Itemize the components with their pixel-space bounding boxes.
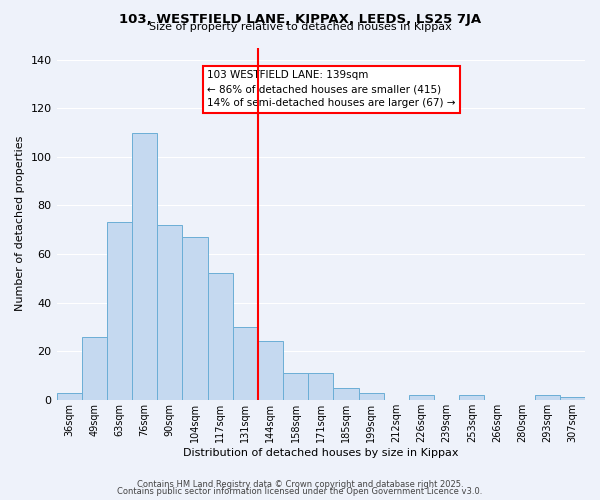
Y-axis label: Number of detached properties: Number of detached properties [15, 136, 25, 312]
Text: Contains HM Land Registry data © Crown copyright and database right 2025.: Contains HM Land Registry data © Crown c… [137, 480, 463, 489]
Text: 103 WESTFIELD LANE: 139sqm
← 86% of detached houses are smaller (415)
14% of sem: 103 WESTFIELD LANE: 139sqm ← 86% of deta… [207, 70, 455, 108]
Bar [334, 388, 359, 400]
Text: 103, WESTFIELD LANE, KIPPAX, LEEDS, LS25 7JA: 103, WESTFIELD LANE, KIPPAX, LEEDS, LS25… [119, 12, 481, 26]
Bar [56, 392, 82, 400]
Bar [233, 327, 258, 400]
Bar [82, 336, 107, 400]
Bar [107, 222, 132, 400]
Bar [132, 132, 157, 400]
Bar [182, 237, 208, 400]
Bar [308, 373, 334, 400]
Bar [560, 398, 585, 400]
Bar [409, 395, 434, 400]
Bar [283, 373, 308, 400]
Bar [157, 225, 182, 400]
Bar [258, 342, 283, 400]
Bar [459, 395, 484, 400]
Text: Size of property relative to detached houses in Kippax: Size of property relative to detached ho… [149, 22, 451, 32]
Bar [535, 395, 560, 400]
Bar [359, 392, 383, 400]
Bar [208, 274, 233, 400]
Text: Contains public sector information licensed under the Open Government Licence v3: Contains public sector information licen… [118, 487, 482, 496]
X-axis label: Distribution of detached houses by size in Kippax: Distribution of detached houses by size … [183, 448, 458, 458]
